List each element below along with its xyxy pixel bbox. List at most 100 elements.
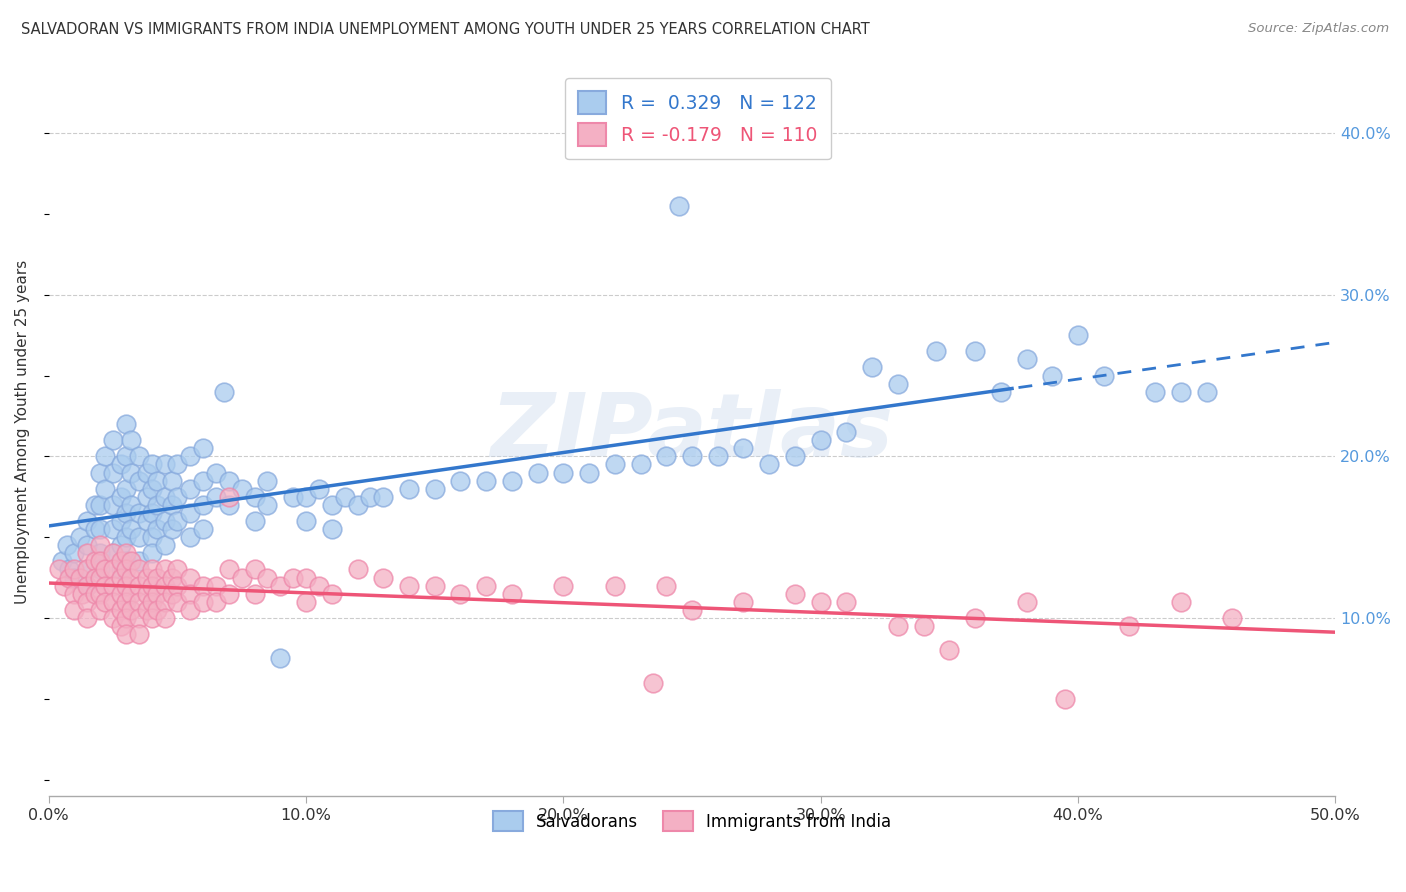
Point [655, 450, 678, 464]
Point [1015, 352, 1038, 367]
Point [526, 466, 548, 480]
Point [120, 603, 142, 617]
Point [76, 579, 98, 593]
Point [1195, 384, 1218, 399]
Point [321, 587, 343, 601]
Point [887, 376, 910, 391]
Point [655, 579, 678, 593]
Point [990, 384, 1012, 399]
Point [243, 587, 266, 601]
Point [166, 490, 188, 504]
Point [153, 458, 176, 472]
Point [115, 611, 138, 625]
Point [912, 619, 935, 633]
Point [1092, 368, 1115, 383]
Point [179, 530, 201, 544]
Point [423, 482, 446, 496]
Point [76, 514, 98, 528]
Point [1170, 384, 1192, 399]
Point [120, 434, 142, 448]
Point [110, 603, 132, 617]
Point [231, 482, 253, 496]
Point [115, 554, 138, 568]
Point [321, 498, 343, 512]
Point [1054, 691, 1077, 706]
Point [110, 587, 132, 601]
Point [191, 522, 214, 536]
Point [1067, 328, 1090, 343]
Point [115, 595, 138, 609]
Point [63, 571, 86, 585]
Point [308, 579, 330, 593]
Point [101, 434, 124, 448]
Point [101, 579, 124, 593]
Point [398, 482, 420, 496]
Point [810, 595, 832, 609]
Point [115, 450, 138, 464]
Point [308, 482, 330, 496]
Point [115, 506, 138, 520]
Point [295, 571, 318, 585]
Point [269, 579, 291, 593]
Point [69, 530, 91, 544]
Point [758, 458, 780, 472]
Point [359, 490, 381, 504]
Point [128, 506, 150, 520]
Point [115, 530, 138, 544]
Point [141, 506, 163, 520]
Point [94, 562, 117, 576]
Point [603, 458, 626, 472]
Point [218, 587, 240, 601]
Point [373, 571, 395, 585]
Point [423, 579, 446, 593]
Point [295, 490, 318, 504]
Point [501, 587, 523, 601]
Point [179, 587, 201, 601]
Point [398, 579, 420, 593]
Point [321, 522, 343, 536]
Point [925, 344, 948, 359]
Point [110, 458, 132, 472]
Point [101, 595, 124, 609]
Point [231, 571, 253, 585]
Point [501, 474, 523, 488]
Point [101, 611, 124, 625]
Point [179, 450, 201, 464]
Point [115, 579, 138, 593]
Point [166, 595, 188, 609]
Point [84, 554, 107, 568]
Point [84, 498, 107, 512]
Point [706, 450, 728, 464]
Point [128, 554, 150, 568]
Point [553, 466, 575, 480]
Legend: Salvadorans, Immigrants from India: Salvadorans, Immigrants from India [484, 803, 900, 839]
Point [681, 603, 703, 617]
Point [110, 538, 132, 552]
Point [69, 571, 91, 585]
Point [205, 466, 228, 480]
Point [295, 595, 318, 609]
Point [256, 498, 278, 512]
Point [373, 490, 395, 504]
Point [938, 643, 960, 657]
Point [283, 490, 305, 504]
Point [681, 450, 703, 464]
Point [810, 434, 832, 448]
Point [76, 579, 98, 593]
Point [179, 571, 201, 585]
Point [146, 587, 169, 601]
Point [553, 579, 575, 593]
Point [153, 490, 176, 504]
Point [84, 571, 107, 585]
Point [218, 562, 240, 576]
Point [269, 651, 291, 665]
Point [191, 595, 214, 609]
Point [76, 538, 98, 552]
Point [166, 562, 188, 576]
Point [243, 514, 266, 528]
Point [668, 199, 690, 213]
Text: SALVADORAN VS IMMIGRANTS FROM INDIA UNEMPLOYMENT AMONG YOUTH UNDER 25 YEARS CORR: SALVADORAN VS IMMIGRANTS FROM INDIA UNEM… [21, 22, 870, 37]
Point [128, 595, 150, 609]
Point [783, 587, 806, 601]
Point [135, 490, 157, 504]
